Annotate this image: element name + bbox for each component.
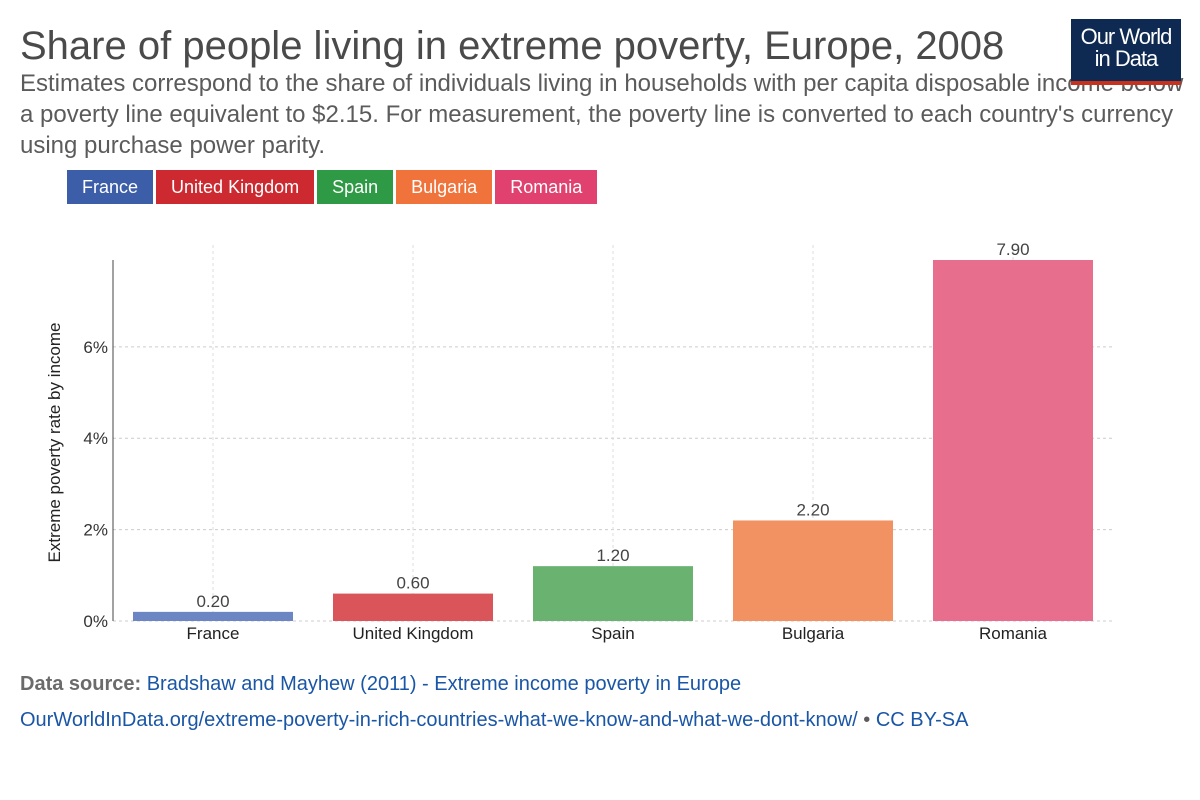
chart-subtitle: Estimates correspond to the share of ind… (20, 68, 1200, 161)
bar-united-kingdom (333, 593, 493, 621)
bar-bulgaria (733, 520, 893, 621)
value-label: 0.20 (196, 592, 229, 611)
x-tick-label: Romania (979, 624, 1048, 643)
y-tick-label: 2% (83, 521, 108, 540)
y-tick-label: 4% (83, 429, 108, 448)
bar-romania (933, 260, 1093, 621)
x-tick-label: United Kingdom (353, 624, 474, 643)
subtitle-line: a poverty line equivalent to $2.15. For … (20, 101, 1174, 128)
owid-url-link[interactable]: OurWorldInData.org/extreme-poverty-in-ri… (20, 709, 858, 731)
logo-line: Our World (1080, 24, 1173, 49)
chart-title: Share of people living in extreme povert… (20, 24, 1005, 68)
subtitle-line: Estimates correspond to the share of ind… (20, 70, 1184, 97)
x-tick-label: France (187, 624, 240, 643)
x-tick-label: Spain (591, 624, 634, 643)
license-link[interactable]: CC BY-SA (875, 709, 969, 731)
bar-france (133, 611, 293, 621)
data-source-label: Data source: (20, 673, 142, 695)
subtitle-line: using purchase power parity. (20, 132, 326, 159)
value-label: 1.20 (596, 546, 629, 565)
footer-separator: • (863, 709, 871, 731)
data-source-link[interactable]: Bradshaw and Mayhew (2011) - Extreme inc… (146, 673, 742, 695)
legend-item-spain[interactable]: Spain (317, 170, 394, 204)
value-label: 2.20 (796, 500, 829, 519)
value-label: 7.90 (996, 240, 1029, 259)
y-axis-title: Extreme poverty rate by income (45, 323, 64, 563)
owid-logo[interactable]: Our World in Data (1071, 19, 1181, 85)
bar-chart: 0% 2% 4% 6% 0.20 France 0.60 United Kingdom 1.20… (45, 240, 1113, 643)
y-tick-label: 0% (83, 612, 108, 631)
x-tick-label: Bulgaria (782, 624, 845, 643)
y-tick-label: 6% (83, 338, 108, 357)
logo-line: in Data (1094, 46, 1159, 71)
value-label: 0.60 (396, 574, 429, 593)
legend-item-romania[interactable]: Romania (495, 170, 598, 204)
legend-item-united-kingdom[interactable]: United Kingdom (156, 170, 315, 204)
data-source: Data source: Bradshaw and Mayhew (2011) … (20, 673, 741, 696)
legend: France United Kingdom Spain Bulgaria Rom… (67, 170, 600, 206)
bar-spain (533, 566, 693, 621)
legend-item-france[interactable]: France (67, 170, 154, 204)
legend-item-bulgaria[interactable]: Bulgaria (396, 170, 493, 204)
footer-url-line: OurWorldInData.org/extreme-poverty-in-ri… (20, 709, 969, 732)
